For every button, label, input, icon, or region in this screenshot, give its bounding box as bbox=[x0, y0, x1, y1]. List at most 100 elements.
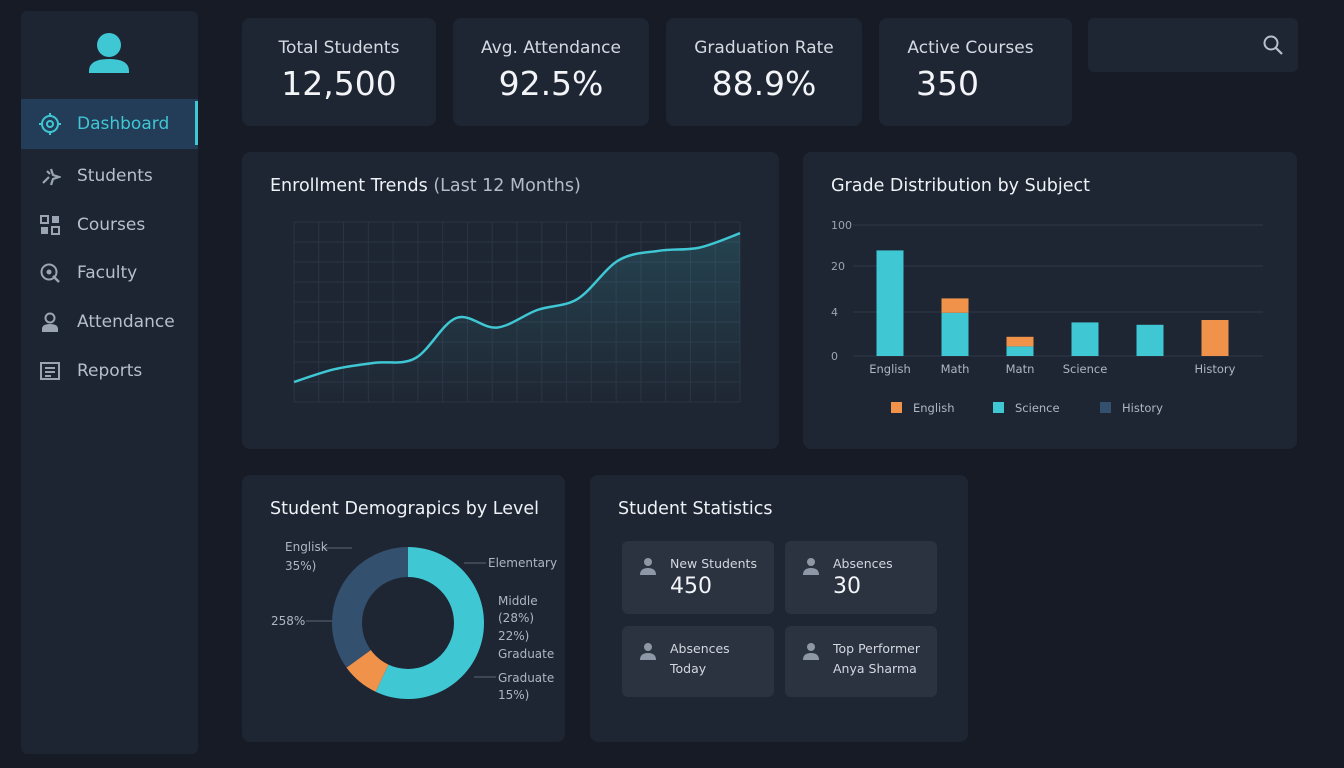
mini-label: Absences bbox=[833, 556, 893, 571]
y-tick-label: 0 bbox=[831, 350, 838, 363]
label-middle: Middle bbox=[498, 594, 538, 608]
stat-card-avg-attendance: Avg. Attendance 92.5% bbox=[453, 18, 649, 126]
legend-swatch bbox=[1100, 402, 1111, 413]
stat-absences[interactable]: Absences 30 bbox=[785, 541, 937, 614]
students-icon bbox=[38, 164, 62, 188]
legend-label: English bbox=[913, 401, 955, 415]
sidebar: Dashboard Students Courses Faculty Atten… bbox=[21, 11, 198, 754]
stat-label: Active Courses bbox=[907, 38, 1034, 58]
y-tick-label: 4 bbox=[831, 306, 838, 319]
enrollment-line-chart bbox=[293, 221, 741, 403]
label-graduate-pct: 15%) bbox=[498, 688, 529, 702]
user-avatar-icon[interactable] bbox=[87, 31, 131, 83]
stat-label: Graduation Rate bbox=[694, 38, 834, 58]
courses-icon bbox=[38, 213, 62, 237]
bar-english bbox=[941, 298, 969, 313]
x-tick-label: Math bbox=[941, 362, 970, 376]
stat-card-active-courses: Active Courses 350 bbox=[879, 18, 1072, 126]
stat-label: Total Students bbox=[278, 38, 400, 58]
x-tick-label: Science bbox=[1063, 362, 1108, 376]
user-icon bbox=[803, 558, 819, 575]
chart-title: Enrollment Trends bbox=[270, 176, 428, 196]
mini-value: 30 bbox=[833, 574, 861, 599]
enrollment-trends-card: Enrollment Trends (Last 12 Months) bbox=[242, 152, 779, 449]
bar-science bbox=[1006, 346, 1034, 356]
demographics-title: Student Demograpics by Level bbox=[270, 499, 539, 519]
sidebar-item-label: Faculty bbox=[77, 263, 138, 283]
legend-swatch bbox=[993, 402, 1004, 413]
grade-bar-chart: 100 20 4 0 English Math Matn Science History Engl… bbox=[831, 219, 1263, 415]
donut-slice bbox=[375, 547, 484, 699]
student-statistics-title: Student Statistics bbox=[618, 499, 773, 519]
mini-value: 450 bbox=[670, 574, 712, 599]
y-tick-label: 20 bbox=[831, 260, 845, 273]
user-icon bbox=[640, 558, 656, 575]
mini-label: Absences bbox=[670, 641, 730, 656]
search-input[interactable] bbox=[1100, 28, 1250, 62]
mini-sub: Today bbox=[670, 661, 707, 676]
stat-value: 92.5% bbox=[498, 64, 604, 103]
mini-sub: Anya Sharma bbox=[833, 661, 917, 676]
y-tick-label: 100 bbox=[831, 219, 852, 232]
stat-label: Avg. Attendance bbox=[481, 38, 621, 58]
x-tick-label: History bbox=[1195, 362, 1236, 376]
bar-english bbox=[1201, 320, 1229, 356]
sidebar-item-reports[interactable]: Reports bbox=[21, 346, 198, 396]
search-bar bbox=[1088, 18, 1298, 72]
sidebar-item-courses[interactable]: Courses bbox=[21, 200, 198, 250]
legend-label: History bbox=[1122, 401, 1163, 415]
sidebar-item-attendance[interactable]: Attendance bbox=[21, 297, 198, 347]
label-graduate-2: Graduate bbox=[498, 671, 554, 685]
sidebar-item-label: Students bbox=[77, 166, 153, 186]
donut-slice bbox=[346, 650, 389, 692]
student-statistics-card: Student Statistics New Students 450 Abse… bbox=[590, 475, 968, 742]
sidebar-item-students[interactable]: Students bbox=[21, 151, 198, 201]
mini-label: Top Performer bbox=[833, 641, 920, 656]
attendance-icon bbox=[38, 310, 62, 334]
stat-absences-today[interactable]: Absences Today bbox=[622, 626, 774, 697]
sidebar-item-label: Attendance bbox=[77, 312, 175, 332]
label-middle-pct: (28%) bbox=[498, 611, 534, 625]
demographics-card: Student Demograpics by Level Englisk 35%… bbox=[242, 475, 565, 742]
x-tick-label: English bbox=[869, 362, 911, 376]
demographics-donut-chart: Englisk 35%) 258% Elementary Middle (28%… bbox=[271, 540, 557, 702]
faculty-icon bbox=[38, 261, 62, 285]
label-english-pct: 35%) bbox=[285, 559, 316, 573]
reports-icon bbox=[38, 359, 62, 383]
dashboard-icon bbox=[38, 112, 62, 136]
stat-card-graduation-rate: Graduation Rate 88.9% bbox=[666, 18, 862, 126]
user-icon bbox=[803, 643, 819, 660]
series-area bbox=[294, 233, 740, 402]
stat-value: 88.9% bbox=[711, 64, 817, 103]
legend-label: Science bbox=[1015, 401, 1060, 415]
grade-distribution-card: Grade Distribution by Subject 100 20 4 0 Eng… bbox=[803, 152, 1297, 449]
bar-science bbox=[1071, 322, 1099, 356]
bar-science bbox=[876, 250, 904, 356]
donut-slice bbox=[332, 547, 408, 668]
chart-subtitle: (Last 12 Months) bbox=[433, 176, 581, 196]
legend-swatch bbox=[891, 402, 902, 413]
sidebar-item-label: Dashboard bbox=[77, 114, 170, 134]
stat-value: 350 bbox=[916, 64, 979, 103]
label-english: Englisk bbox=[285, 540, 328, 554]
label-elementary: Elementary bbox=[488, 556, 557, 570]
stat-top-performer[interactable]: Top Performer Anya Sharma bbox=[785, 626, 937, 697]
x-tick-label: Matn bbox=[1006, 362, 1035, 376]
mini-label: New Students bbox=[670, 556, 757, 571]
bar-science bbox=[941, 312, 969, 356]
sidebar-item-label: Reports bbox=[77, 361, 143, 381]
sidebar-item-dashboard[interactable]: Dashboard bbox=[21, 99, 198, 149]
label-middle-pct2: 22%) bbox=[498, 629, 529, 643]
bar-english bbox=[1006, 336, 1034, 347]
enrollment-trends-title: Enrollment Trends (Last 12 Months) bbox=[270, 176, 581, 196]
label-left-pct: 258% bbox=[271, 614, 305, 628]
label-graduate: Graduate bbox=[498, 647, 554, 661]
search-icon[interactable] bbox=[1262, 34, 1284, 56]
series-line bbox=[293, 232, 741, 384]
sidebar-item-faculty[interactable]: Faculty bbox=[21, 248, 198, 298]
stat-card-total-students: Total Students 12,500 bbox=[242, 18, 436, 126]
stat-new-students[interactable]: New Students 450 bbox=[622, 541, 774, 614]
grade-distribution-title: Grade Distribution by Subject bbox=[831, 176, 1091, 196]
bar-science bbox=[1136, 324, 1164, 356]
user-icon bbox=[640, 643, 656, 660]
